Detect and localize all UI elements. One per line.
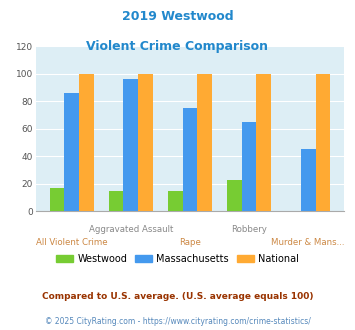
Bar xyxy=(64,93,79,211)
Bar xyxy=(316,74,330,211)
Text: Compared to U.S. average. (U.S. average equals 100): Compared to U.S. average. (U.S. average … xyxy=(42,292,313,301)
Bar xyxy=(256,74,271,211)
Bar xyxy=(109,190,124,211)
Bar xyxy=(182,108,197,211)
Bar xyxy=(301,149,316,211)
Text: Robbery: Robbery xyxy=(231,225,267,234)
Text: 2019 Westwood: 2019 Westwood xyxy=(122,10,233,23)
Bar xyxy=(197,74,212,211)
Bar xyxy=(168,190,182,211)
Legend: Westwood, Massachusetts, National: Westwood, Massachusetts, National xyxy=(52,249,303,267)
Bar xyxy=(124,79,138,211)
Bar xyxy=(227,180,242,211)
Bar xyxy=(138,74,153,211)
Text: Murder & Mans...: Murder & Mans... xyxy=(271,238,345,247)
Text: © 2025 CityRating.com - https://www.cityrating.com/crime-statistics/: © 2025 CityRating.com - https://www.city… xyxy=(45,317,310,326)
Bar xyxy=(50,188,64,211)
Text: All Violent Crime: All Violent Crime xyxy=(36,238,108,247)
Bar xyxy=(242,122,256,211)
Text: Violent Crime Comparison: Violent Crime Comparison xyxy=(87,40,268,52)
Bar xyxy=(79,74,94,211)
Text: Aggravated Assault: Aggravated Assault xyxy=(89,225,173,234)
Text: Rape: Rape xyxy=(179,238,201,247)
